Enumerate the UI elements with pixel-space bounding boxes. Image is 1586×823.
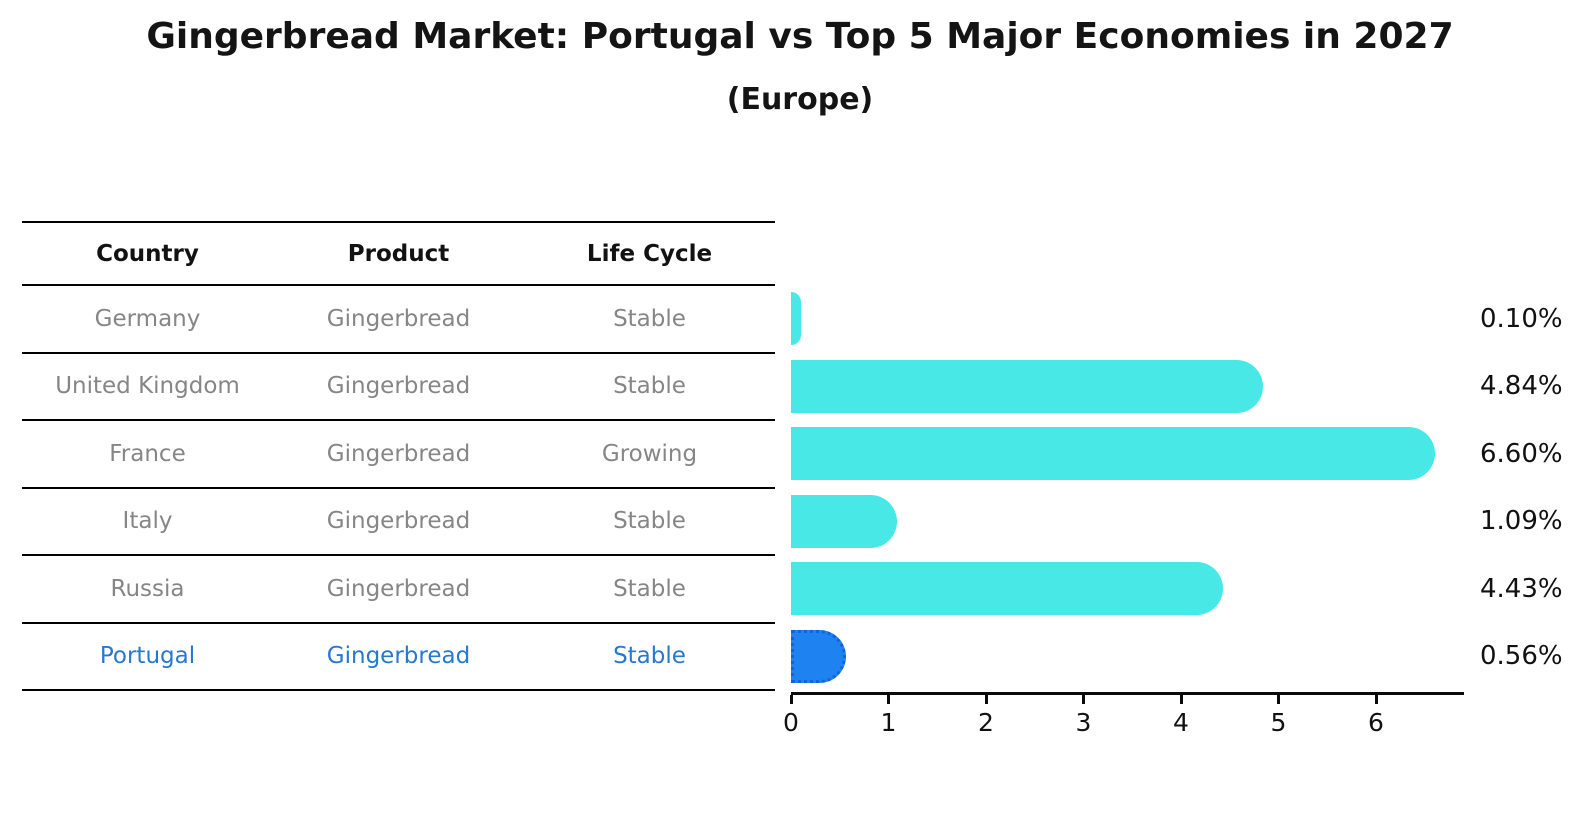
chart-subtitle: (Europe) — [726, 82, 874, 117]
table-rule — [22, 621, 775, 624]
table-cell-life_cycle: Stable — [613, 305, 686, 332]
x-axis-tick — [984, 695, 988, 704]
table-cell-product: Gingerbread — [326, 373, 471, 400]
x-axis-tick-label: 4 — [1173, 708, 1189, 737]
x-axis-tick — [1179, 695, 1183, 704]
table-cell-product: Gingerbread — [326, 508, 471, 535]
table-cell-country: Germany — [94, 305, 201, 332]
x-axis-tick-label: 0 — [783, 708, 799, 737]
table-cell-country: Portugal — [99, 643, 196, 670]
x-axis-tick-label: 5 — [1270, 708, 1287, 737]
table-rule — [22, 554, 775, 556]
bar-value-label: 0.56% — [1480, 641, 1563, 671]
table-cell-product: Gingerbread — [326, 305, 471, 332]
x-axis-tick — [1374, 695, 1378, 704]
table-rule — [22, 419, 775, 421]
bar-value-label: 4.43% — [1480, 573, 1563, 604]
bar-united-kingdom — [791, 359, 1263, 413]
table-cell-country: United Kingdom — [55, 373, 240, 400]
table-cell-country: Italy — [122, 508, 173, 535]
table-cell-product: Gingerbread — [326, 575, 471, 602]
table-cell-product: Gingerbread — [326, 643, 471, 670]
x-axis-tick-label: 3 — [1075, 708, 1092, 737]
table-cell-country: Russia — [110, 575, 185, 602]
table-header-cell: Life Cycle — [586, 240, 713, 267]
x-axis-tick-label: 1 — [880, 708, 897, 737]
chart-title: Gingerbread Market: Portugal vs Top 5 Ma… — [146, 16, 1454, 57]
x-axis-tick — [887, 695, 890, 704]
table-cell-life_cycle: Stable — [613, 508, 686, 535]
table-cell-country: France — [109, 440, 186, 467]
table-rule — [22, 221, 775, 223]
table-rule — [22, 284, 775, 286]
x-axis-line — [791, 692, 1464, 695]
x-axis-tick-label: 6 — [1368, 708, 1384, 737]
x-axis-tick — [789, 695, 793, 704]
table-cell-life_cycle: Stable — [613, 643, 686, 670]
bar-value-label: 6.60% — [1480, 438, 1563, 469]
table-rule — [22, 486, 775, 489]
table-cell-life_cycle: Growing — [601, 440, 698, 467]
bar-value-label: 4.84% — [1480, 371, 1563, 401]
table-cell-product: Gingerbread — [326, 440, 471, 467]
table-header-cell: Product — [347, 240, 450, 267]
bar-germany — [791, 292, 801, 346]
bar-portugal — [791, 629, 846, 683]
table-rule — [22, 689, 775, 691]
table-rule — [22, 351, 775, 354]
x-axis-tick — [1277, 695, 1280, 704]
table-cell-life_cycle: Stable — [613, 373, 686, 400]
table-header-cell: Country — [96, 240, 199, 267]
bar-value-label: 1.09% — [1480, 506, 1563, 536]
bar-russia — [791, 562, 1223, 616]
x-axis-tick-label: 2 — [978, 708, 994, 737]
bar-france — [791, 427, 1435, 481]
bar-value-label: 0.10% — [1480, 303, 1563, 334]
table-cell-life_cycle: Stable — [613, 575, 686, 602]
bar-italy — [791, 494, 898, 548]
x-axis-tick — [1082, 695, 1085, 704]
